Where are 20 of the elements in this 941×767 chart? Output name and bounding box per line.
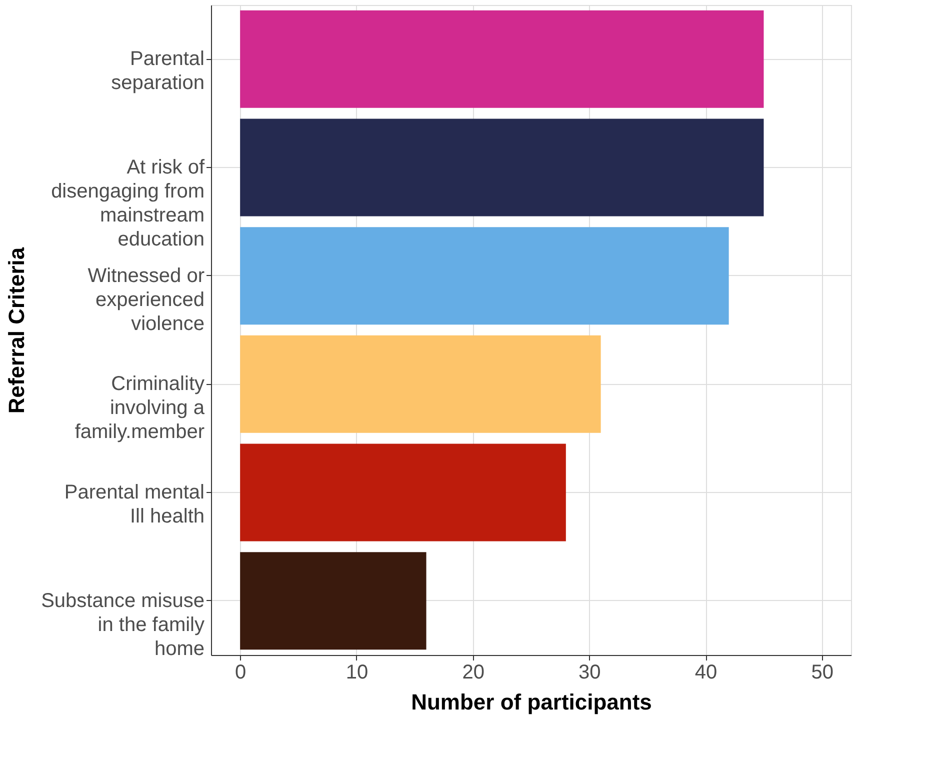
y-tick-label: Parental mental Ill health xyxy=(64,482,204,528)
bar xyxy=(240,227,729,325)
bar xyxy=(240,552,426,650)
x-tick-label: 50 xyxy=(811,662,834,684)
bar xyxy=(240,335,601,433)
y-tick-label: Substance misuse in the family home xyxy=(41,590,204,660)
y-tick-label: At risk of disengaging from mainstream education xyxy=(51,156,205,250)
y-tick-label: Parental separation xyxy=(111,48,204,94)
x-tick-label: 0 xyxy=(235,662,246,684)
y-tick-label: Criminality involving a family.member xyxy=(74,373,206,444)
x-tick-label: 40 xyxy=(694,662,718,684)
x-axis-title: Number of participants xyxy=(411,690,652,714)
x-tick-label: 30 xyxy=(578,662,601,684)
bar xyxy=(240,10,764,108)
x-tick-label: 10 xyxy=(346,662,368,684)
x-tick-label: 20 xyxy=(462,662,484,684)
bar xyxy=(240,118,764,216)
y-tick-label: Witnessed or experienced violence xyxy=(88,264,205,335)
y-axis-title: Referral Criteria xyxy=(4,246,30,414)
bar xyxy=(240,444,566,542)
